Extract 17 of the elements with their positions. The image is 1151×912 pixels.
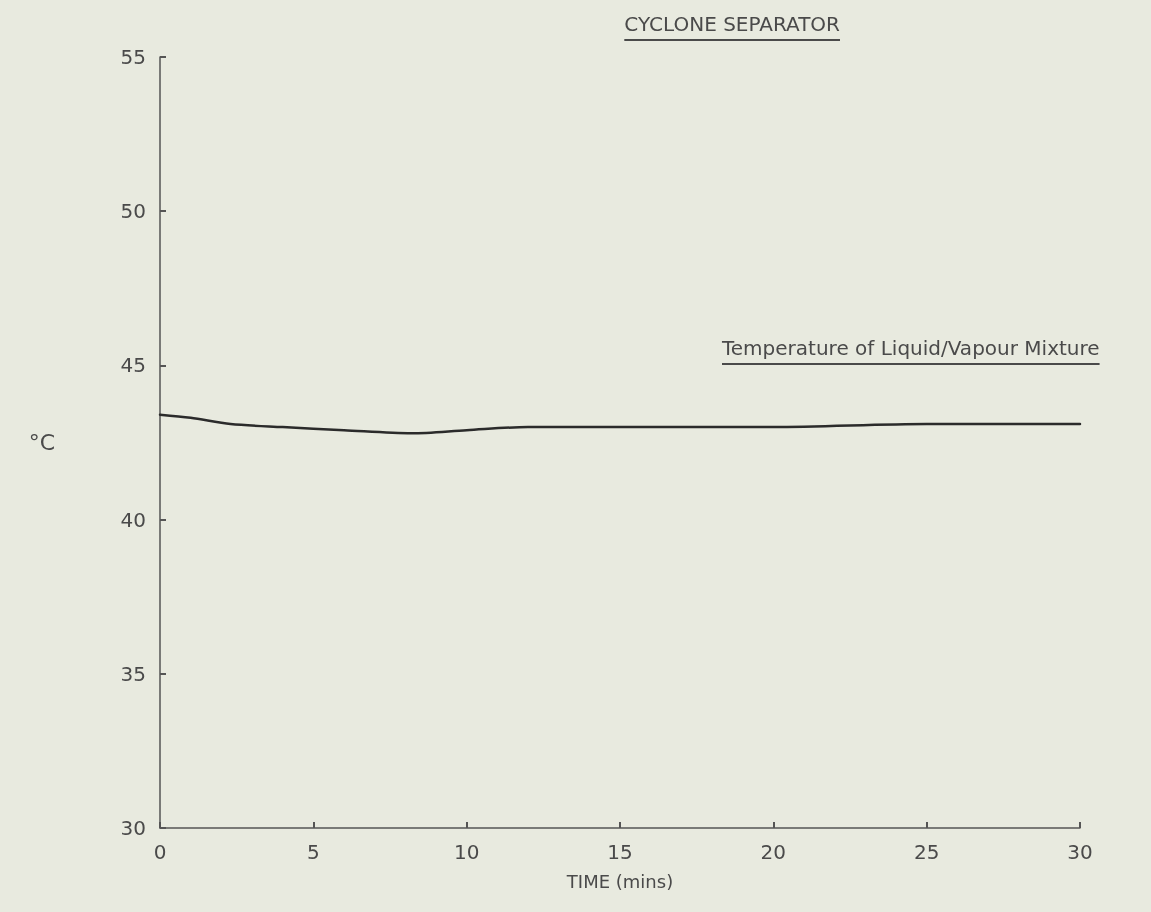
text: Temperature of Liquid/Vapour Mixture: [722, 335, 1101, 362]
x-tick-label: 25: [913, 840, 940, 864]
y-tick-label: 45: [120, 353, 146, 378]
y-tick-label: 55: [120, 45, 146, 69]
x-axis-title: TIME (mins): [565, 870, 674, 892]
line-series: [158, 413, 1082, 435]
x-tick-label: 5: [306, 840, 320, 864]
y-axis-title: °C: [28, 430, 55, 455]
y-tick-label: 30: [120, 816, 146, 840]
x-tick-label: 15: [607, 840, 633, 864]
x-tick-label: 10: [453, 840, 480, 864]
x-tick-label: 0: [153, 840, 167, 864]
y-tick-label: 50: [120, 199, 146, 224]
y-tick-label: 35: [120, 661, 146, 686]
x-tick-label: 30: [1067, 840, 1093, 864]
x-tick-label: 20: [760, 840, 787, 864]
y-tick-label: 40: [120, 507, 146, 532]
